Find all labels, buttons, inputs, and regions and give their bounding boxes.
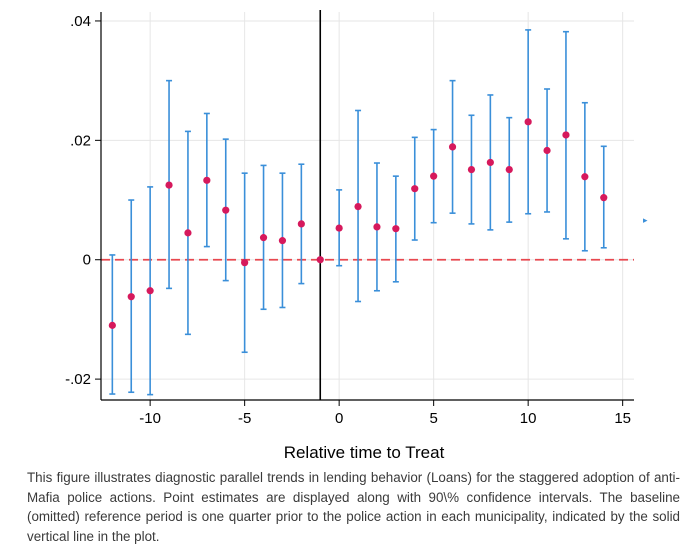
grid-layer <box>101 12 634 400</box>
point-estimate <box>505 165 513 174</box>
point-estimate <box>524 118 532 126</box>
point-estimate <box>222 206 230 214</box>
point-estimate <box>486 158 494 167</box>
point-estimate <box>108 321 116 329</box>
event-study-chart: -10 -5 0 5 10 15 -.02 0 .02 .04 Relative time to … <box>65 10 634 462</box>
point-estimate <box>127 293 135 301</box>
y-tick-label: .04 <box>70 13 91 30</box>
point-estimate <box>335 224 343 232</box>
point-estimate <box>241 259 249 267</box>
y-tick-label: 0 <box>83 252 91 269</box>
x-tick-label: 15 <box>614 410 631 427</box>
point-estimate <box>448 143 457 151</box>
y-tick-label: .02 <box>70 132 91 149</box>
confidence-intervals <box>109 29 607 396</box>
point-estimate <box>392 225 400 233</box>
point-estimate <box>203 176 211 184</box>
point-estimate <box>581 173 589 181</box>
point-estimate <box>354 202 362 211</box>
point-estimate <box>297 220 305 228</box>
point-estimate <box>373 223 381 231</box>
y-tick-label: -.02 <box>65 371 91 388</box>
legend-marker: ▸ <box>643 215 648 225</box>
x-tick-label: 5 <box>429 410 437 427</box>
point-estimate <box>543 146 551 155</box>
point-estimate <box>146 287 154 295</box>
x-tick-label: -10 <box>139 410 161 427</box>
point-estimate <box>411 185 419 193</box>
x-tick-label: 10 <box>520 410 537 427</box>
point-estimate <box>259 234 268 242</box>
figure-caption: This figure illustrates diagnostic paral… <box>27 470 680 544</box>
x-tick-label: 0 <box>335 410 343 427</box>
point-estimate <box>316 256 324 264</box>
point-estimate <box>184 229 192 237</box>
axes: -10 -5 0 5 10 15 -.02 0 .02 .04 <box>65 12 634 427</box>
point-estimate <box>600 194 608 202</box>
point-estimate <box>562 131 570 139</box>
point-estimate <box>467 165 476 174</box>
x-axis-label: Relative time to Treat <box>284 443 445 462</box>
point-estimate <box>278 237 287 245</box>
reference-lines <box>101 10 634 400</box>
point-estimate <box>165 181 173 189</box>
x-tick-label: -5 <box>238 410 251 427</box>
point-estimates <box>108 118 608 329</box>
point-estimate <box>430 172 438 180</box>
